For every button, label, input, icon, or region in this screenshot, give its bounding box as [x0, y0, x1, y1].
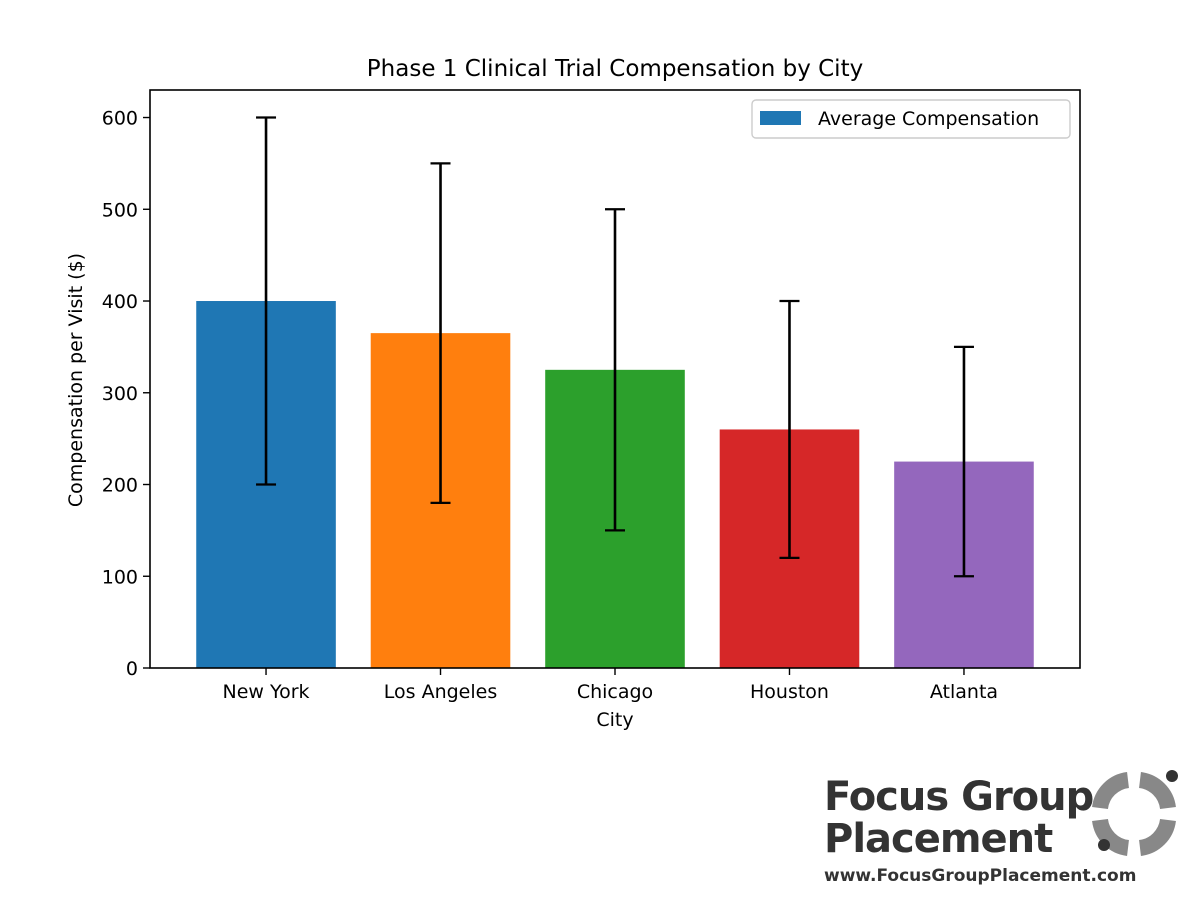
- legend-swatch: [760, 111, 801, 125]
- y-tick-label: 0: [126, 658, 138, 680]
- brand-name-line2: Placement: [824, 816, 1053, 862]
- y-tick-label: 400: [102, 291, 138, 313]
- x-tick-label: Los Angeles: [384, 681, 497, 703]
- legend-box: [751, 99, 1071, 139]
- chart: Phase 1 Clinical Trial Compensation by C…: [65, 56, 1081, 731]
- x-tick-label: Chicago: [577, 681, 653, 703]
- brand-url: www.FocusGroupPlacement.com: [824, 866, 1137, 886]
- chart-title: Phase 1 Clinical Trial Compensation by C…: [367, 56, 863, 82]
- brand-name-line1: Focus Group: [824, 774, 1094, 820]
- x-tick-label: Houston: [750, 681, 829, 703]
- y-axis-label: Compensation per Visit ($): [65, 253, 87, 507]
- brand-logo: Focus Group Placement www.FocusGroupPlac…: [820, 770, 1190, 900]
- x-tick-label: New York: [223, 681, 310, 703]
- x-tick-label: Atlanta: [930, 681, 998, 703]
- x-axis-label: City: [596, 709, 633, 731]
- plot-area: 0 100 200 300 400 500 600 New York Los Angeles Ch…: [102, 89, 1081, 703]
- y-tick-label: 100: [102, 566, 138, 588]
- y-tick-label: 200: [102, 475, 138, 497]
- y-tick-label: 500: [102, 199, 138, 221]
- y-tick-label: 600: [102, 108, 138, 130]
- legend-label: Average Compensation: [818, 108, 1039, 130]
- brand-ring-icon: [1092, 770, 1178, 856]
- y-tick-label: 300: [102, 383, 138, 405]
